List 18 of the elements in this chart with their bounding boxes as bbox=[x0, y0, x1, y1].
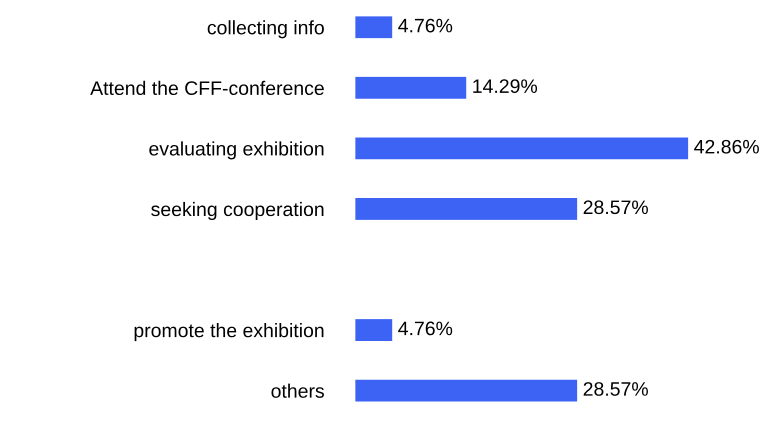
y-tick-label: promote the exhibition bbox=[134, 323, 324, 342]
y-tick-label: collecting info bbox=[208, 20, 324, 38]
y-tick-label: evaluating exhibition bbox=[149, 141, 324, 160]
y-tick-label: seeking cooperation bbox=[151, 202, 324, 220]
bar bbox=[355, 16, 392, 38]
bar bbox=[355, 137, 688, 160]
y-tick-label: Attend the CFF-conference bbox=[90, 80, 324, 96]
bar bbox=[355, 198, 578, 220]
data-label: 4.76% bbox=[398, 322, 452, 336]
data-label: 28.57% bbox=[584, 382, 648, 396]
y-tick-label: others bbox=[271, 384, 324, 398]
data-label: 42.86% bbox=[694, 140, 759, 154]
bar bbox=[355, 76, 466, 99]
bar bbox=[355, 319, 392, 341]
data-label: 14.29% bbox=[473, 79, 538, 94]
bar bbox=[355, 380, 578, 402]
data-label: 4.76% bbox=[398, 18, 452, 32]
data-label: 28.57% bbox=[584, 200, 648, 214]
